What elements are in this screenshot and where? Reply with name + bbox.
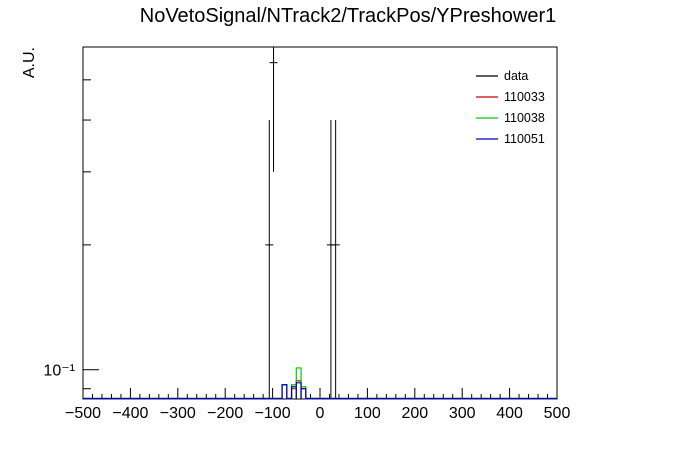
x-tick-label: −200 [207,405,243,422]
x-tick-label: −100 [255,405,291,422]
series-data [265,47,340,399]
legend-label-data: data [504,69,528,83]
plot-frame [82,46,558,400]
x-tick-label: 400 [496,405,523,422]
x-tick-label: −300 [160,405,196,422]
x-tick-label: 200 [401,405,428,422]
x-axis: −500 −400 −300 −200 −100 0 100 200 300 400 500 [65,388,570,422]
x-tick-label: −400 [112,405,148,422]
series-layer [83,47,557,400]
legend-label-110038: 110038 [504,111,545,125]
x-tick-label: 300 [449,405,476,422]
y-axis: 10⁻¹ [43,79,99,390]
x-tick-label: 100 [354,405,381,422]
y-axis-label: A.U. [21,47,38,78]
legend: data 110033 110038 110051 [476,69,545,146]
legend-label-110033: 110033 [504,90,545,104]
y-tick-label: 10⁻¹ [43,363,75,380]
x-tick-label: −500 [65,405,101,422]
series-step-line [83,382,557,400]
x-tick-label: 0 [316,405,325,422]
legend-label-110051: 110051 [504,132,545,146]
chart-title: NoVetoSignal/NTrack2/TrackPos/YPreshower… [140,5,556,27]
x-tick-label: 500 [544,405,571,422]
series-110051 [83,382,557,400]
